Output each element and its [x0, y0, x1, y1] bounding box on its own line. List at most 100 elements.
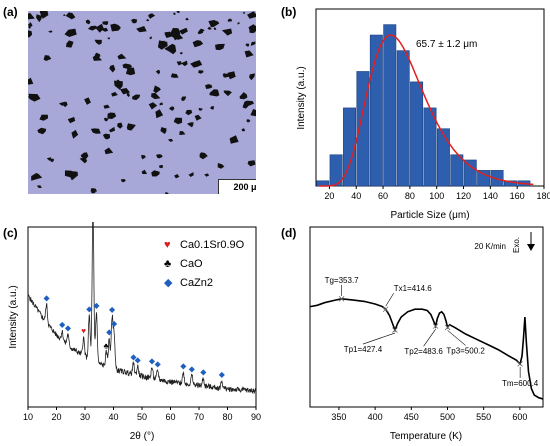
x-tick-label: 60 — [165, 412, 175, 422]
particle-shape — [148, 13, 156, 19]
peak-marker-cazn2: ◆ — [149, 356, 156, 365]
particle-shape — [71, 129, 79, 139]
particle-shape — [247, 160, 256, 167]
particle-shape — [155, 109, 164, 119]
particle-shape — [246, 119, 251, 123]
x-tick-label: 50 — [137, 412, 147, 422]
legend-symbol-heart: ♥ — [164, 239, 171, 251]
particle-shape — [167, 138, 174, 142]
particle-shape — [205, 84, 213, 89]
legend-label-1: Ca0.1Sr0.9O — [180, 239, 245, 251]
particle-shape — [149, 36, 152, 40]
peak-marker-cazn2: ◆ — [155, 359, 162, 368]
histogram-bar — [463, 159, 477, 187]
x-tick-label: 80 — [405, 191, 415, 201]
particle-shape — [28, 93, 41, 102]
particle-shape — [242, 11, 246, 14]
particle-shape — [148, 102, 158, 110]
particle-shape — [63, 14, 66, 17]
particle-shape — [208, 20, 220, 28]
particle-shape — [162, 40, 166, 45]
particle-shape — [244, 50, 254, 58]
legend-label-3: CaZn2 — [180, 277, 213, 289]
x-tick-label: 160 — [510, 191, 525, 201]
particle-shape — [153, 85, 161, 94]
particle-shape — [48, 30, 53, 33]
particle-shape — [223, 90, 232, 97]
legend: ♥ Ca0.1Sr0.9O ♣ CaO ◆ CaZn2 — [164, 239, 245, 289]
particle-shape — [28, 77, 34, 85]
particle-shape — [141, 154, 146, 160]
x-tick-label: 350 — [331, 412, 346, 422]
particle-shape — [210, 106, 214, 110]
particle-shape — [104, 147, 114, 155]
particle-shape — [104, 117, 109, 122]
histogram-bar — [369, 34, 383, 187]
micrograph-image: 200 μm — [28, 11, 256, 194]
annotation-arrow — [362, 332, 396, 345]
transition-label: Tp1=427.4 — [344, 345, 383, 354]
particle-shape — [99, 27, 104, 31]
panel-label-d: (d) — [281, 226, 297, 240]
particle-shape — [125, 67, 136, 76]
panel-label-c: (c) — [3, 226, 18, 240]
particle-shape — [91, 190, 96, 194]
transition-label: Tm=600.4 — [502, 379, 539, 388]
particle-shape — [155, 69, 160, 75]
histogram-bar — [383, 24, 397, 187]
x-tick-label: 40 — [108, 412, 118, 422]
plot-frame — [27, 226, 257, 408]
heating-rate-label: 20 K/min — [474, 242, 506, 251]
x-tick-label: 600 — [512, 412, 527, 422]
particle-shape — [170, 73, 179, 78]
peak-marker-cao: ♣ — [103, 342, 109, 351]
particle-shape — [239, 92, 248, 100]
transition-marker — [382, 306, 389, 313]
peak-marker-cazn2: ◆ — [200, 368, 207, 377]
particle-shape — [241, 128, 246, 132]
x-tick-label: 500 — [440, 412, 455, 422]
annotation-arrow — [423, 328, 436, 347]
transition-label: Tx1=414.6 — [394, 284, 433, 293]
particle-shape — [221, 28, 233, 36]
x-tick-label: 20 — [324, 191, 334, 201]
particle-shape — [199, 152, 208, 160]
mean-size-annotation: 65.7 ± 1.2 μm — [416, 39, 477, 50]
particle-shape — [131, 18, 138, 24]
peak-marker-cazn2: ◆ — [189, 365, 196, 374]
peak-marker-cazn2: ◆ — [93, 301, 100, 310]
particle-shape — [215, 43, 225, 51]
particle-shape — [61, 101, 68, 108]
particle-shape — [121, 179, 126, 183]
particle-shape — [169, 28, 181, 39]
x-tick-label: 10 — [23, 412, 33, 422]
x-tick-label: 140 — [483, 191, 498, 201]
particle-shape — [36, 185, 42, 188]
scale-bar-box: 200 μm — [218, 179, 256, 194]
histogram-bar — [343, 107, 356, 187]
particle-shape — [174, 174, 180, 179]
particle-shape — [192, 40, 204, 48]
peak-marker-cazn2: ◆ — [65, 323, 72, 332]
particle-shape — [146, 19, 150, 22]
peak-marker-casro: ♥ — [81, 327, 86, 336]
particle-shape — [90, 128, 101, 134]
micrograph-particles — [28, 11, 256, 194]
particle-shape — [198, 107, 203, 111]
particle-shape — [173, 12, 176, 16]
peak-marker-cazn2: ◆ — [180, 362, 187, 371]
particle-shape — [102, 21, 109, 26]
x-tick-label: 20 — [51, 412, 61, 422]
transition-label: Tp3=500.2 — [446, 346, 485, 355]
chart-dsc: 350 400 450 500 550 600 Tg=353.7 Tx1=414.6 Tp1=… — [309, 226, 544, 442]
x-tick-label: 30 — [80, 412, 90, 422]
particle-shape — [65, 12, 76, 20]
particle-shape — [102, 133, 111, 140]
peak-marker-cazn2: ◆ — [86, 305, 93, 314]
particle-shape — [245, 43, 250, 47]
particle-shape — [68, 170, 78, 181]
annotation-arrow — [447, 330, 466, 346]
peak-marker-cazn2: ◆ — [43, 293, 50, 302]
particle-shape — [213, 27, 217, 30]
dsc-curve — [309, 297, 544, 400]
